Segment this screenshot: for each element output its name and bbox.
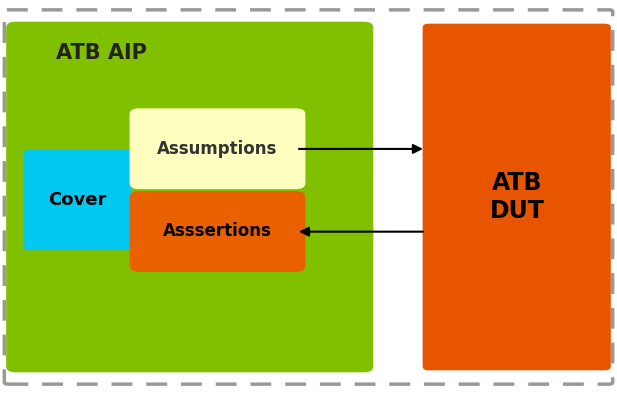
Text: ATB AIP: ATB AIP (56, 43, 146, 63)
Text: ATB
DUT: ATB DUT (490, 171, 544, 223)
FancyBboxPatch shape (130, 191, 305, 272)
FancyBboxPatch shape (6, 22, 373, 372)
FancyBboxPatch shape (423, 24, 611, 370)
Text: Cover: Cover (48, 191, 106, 209)
Text: Asssertions: Asssertions (163, 222, 271, 240)
FancyBboxPatch shape (130, 108, 305, 189)
FancyBboxPatch shape (23, 150, 131, 250)
Text: Assumptions: Assumptions (157, 139, 278, 158)
